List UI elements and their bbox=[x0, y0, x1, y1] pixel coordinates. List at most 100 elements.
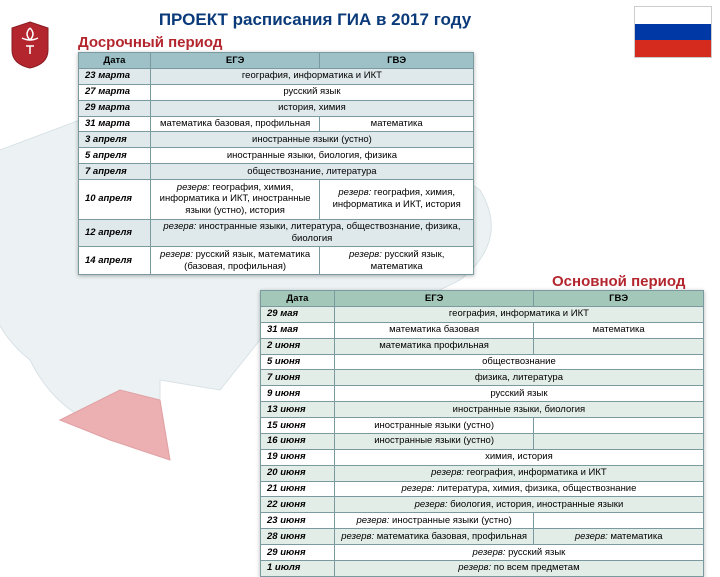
content-cell: математика профильная bbox=[334, 338, 534, 354]
table-row: 21 июнярезерв: литература, химия, физика… bbox=[261, 481, 704, 497]
table-header: ГВЭ bbox=[534, 291, 704, 307]
date-cell: 16 июня bbox=[261, 433, 335, 449]
date-cell: 31 марта bbox=[79, 116, 151, 132]
content-cell: математика bbox=[534, 322, 704, 338]
content-cell: резерв: русский язык, математика (базова… bbox=[150, 247, 320, 275]
table-row: 1 июлярезерв: по всем предметам bbox=[261, 560, 704, 576]
table-row: 28 июнярезерв: математика базовая, профи… bbox=[261, 529, 704, 545]
date-cell: 29 марта bbox=[79, 100, 151, 116]
content-cell: иностранные языки (устно) bbox=[334, 418, 534, 434]
content-cell: обществознание, литература bbox=[150, 164, 473, 180]
table-row: 12 апрелярезерв: иностранные языки, лите… bbox=[79, 219, 474, 247]
content-cell: физика, литература bbox=[334, 370, 703, 386]
table-row: 7 апреляобществознание, литература bbox=[79, 164, 474, 180]
table-row: 23 июнярезерв: иностранные языки (устно) bbox=[261, 513, 704, 529]
table-row: 2 июняматематика профильная bbox=[261, 338, 704, 354]
content-cell: химия, история bbox=[334, 449, 703, 465]
content-cell bbox=[534, 433, 704, 449]
table-row: 14 апрелярезерв: русский язык, математик… bbox=[79, 247, 474, 275]
table-row: 10 апрелярезерв: география, химия, инфор… bbox=[79, 180, 474, 220]
table-row: 29 мартаистория, химия bbox=[79, 100, 474, 116]
table-row: 16 июняиностранные языки (устно) bbox=[261, 433, 704, 449]
date-cell: 28 июня bbox=[261, 529, 335, 545]
content-cell: резерв: математика базовая, профильная bbox=[334, 529, 534, 545]
table-header: ГВЭ bbox=[320, 53, 474, 69]
flag-stripe-blue bbox=[635, 24, 711, 41]
content-cell: резерв: математика bbox=[534, 529, 704, 545]
date-cell: 1 июля bbox=[261, 560, 335, 576]
russian-flag-icon bbox=[634, 6, 712, 58]
content-cell bbox=[534, 513, 704, 529]
content-cell: иностранные языки, биология bbox=[334, 402, 703, 418]
page-title: ПРОЕКТ расписания ГИА в 2017 году bbox=[0, 10, 630, 30]
table-row: 13 июняиностранные языки, биология bbox=[261, 402, 704, 418]
date-cell: 29 июня bbox=[261, 545, 335, 561]
table-header: ЕГЭ bbox=[334, 291, 534, 307]
content-cell: обществознание bbox=[334, 354, 703, 370]
content-cell bbox=[534, 418, 704, 434]
content-cell: иностранные языки (устно) bbox=[334, 433, 534, 449]
flag-stripe-white bbox=[635, 7, 711, 24]
content-cell: математика базовая bbox=[334, 322, 534, 338]
content-cell: резерв: иностранные языки (устно) bbox=[334, 513, 534, 529]
section-label-main: Основной период bbox=[552, 273, 685, 290]
content-cell: иностранные языки, биология, физика bbox=[150, 148, 473, 164]
table-header: Дата bbox=[79, 53, 151, 69]
content-cell: история, химия bbox=[150, 100, 473, 116]
content-cell: резерв: география, информатика и ИКТ bbox=[334, 465, 703, 481]
date-cell: 10 апреля bbox=[79, 180, 151, 220]
table-header: ЕГЭ bbox=[150, 53, 320, 69]
date-cell: 20 июня bbox=[261, 465, 335, 481]
schedule-table-early: ДатаЕГЭГВЭ23 мартагеография, информатика… bbox=[78, 52, 474, 275]
table-row: 22 июнярезерв: биология, история, иностр… bbox=[261, 497, 704, 513]
date-cell: 31 мая bbox=[261, 322, 335, 338]
date-cell: 23 марта bbox=[79, 68, 151, 84]
date-cell: 7 июня bbox=[261, 370, 335, 386]
table-row: 29 июнярезерв: русский язык bbox=[261, 545, 704, 561]
date-cell: 13 июня bbox=[261, 402, 335, 418]
content-cell: русский язык bbox=[150, 84, 473, 100]
content-cell: резерв: русский язык, математика bbox=[320, 247, 474, 275]
table-row: 29 маягеография, информатика и ИКТ bbox=[261, 306, 704, 322]
section-label-early: Досрочный период bbox=[78, 34, 222, 51]
date-cell: 7 апреля bbox=[79, 164, 151, 180]
content-cell: резерв: литература, химия, физика, общес… bbox=[334, 481, 703, 497]
table-row: 7 июняфизика, литература bbox=[261, 370, 704, 386]
table-row: 15 июняиностранные языки (устно) bbox=[261, 418, 704, 434]
content-cell: резерв: по всем предметам bbox=[334, 560, 703, 576]
date-cell: 19 июня bbox=[261, 449, 335, 465]
content-cell bbox=[534, 338, 704, 354]
date-cell: 3 апреля bbox=[79, 132, 151, 148]
content-cell: резерв: география, химия, информатика и … bbox=[150, 180, 320, 220]
table-row: 31 мартаматематика базовая, профильнаяма… bbox=[79, 116, 474, 132]
content-cell: русский язык bbox=[334, 386, 703, 402]
date-cell: 21 июня bbox=[261, 481, 335, 497]
content-cell: иностранные языки (устно) bbox=[150, 132, 473, 148]
date-cell: 14 апреля bbox=[79, 247, 151, 275]
content-cell: математика bbox=[320, 116, 474, 132]
table-row: 27 мартарусский язык bbox=[79, 84, 474, 100]
content-cell: резерв: география, химия, информатика и … bbox=[320, 180, 474, 220]
table-row: 23 мартагеография, информатика и ИКТ bbox=[79, 68, 474, 84]
date-cell: 5 апреля bbox=[79, 148, 151, 164]
table-row: 19 июняхимия, история bbox=[261, 449, 704, 465]
schedule-table-main: ДатаЕГЭГВЭ29 маягеография, информатика и… bbox=[260, 290, 704, 577]
table-row: 31 маяматематика базоваяматематика bbox=[261, 322, 704, 338]
date-cell: 23 июня bbox=[261, 513, 335, 529]
table-row: 9 июнярусский язык bbox=[261, 386, 704, 402]
table-header: Дата bbox=[261, 291, 335, 307]
table-row: 20 июнярезерв: география, информатика и … bbox=[261, 465, 704, 481]
table-row: 3 апреляиностранные языки (устно) bbox=[79, 132, 474, 148]
content-cell: география, информатика и ИКТ bbox=[150, 68, 473, 84]
content-cell: география, информатика и ИКТ bbox=[334, 306, 703, 322]
content-cell: математика базовая, профильная bbox=[150, 116, 320, 132]
date-cell: 2 июня bbox=[261, 338, 335, 354]
flag-stripe-red bbox=[635, 40, 711, 57]
content-cell: резерв: биология, история, иностранные я… bbox=[334, 497, 703, 513]
date-cell: 27 марта bbox=[79, 84, 151, 100]
date-cell: 5 июня bbox=[261, 354, 335, 370]
date-cell: 29 мая bbox=[261, 306, 335, 322]
content-cell: резерв: русский язык bbox=[334, 545, 703, 561]
date-cell: 9 июня bbox=[261, 386, 335, 402]
date-cell: 15 июня bbox=[261, 418, 335, 434]
